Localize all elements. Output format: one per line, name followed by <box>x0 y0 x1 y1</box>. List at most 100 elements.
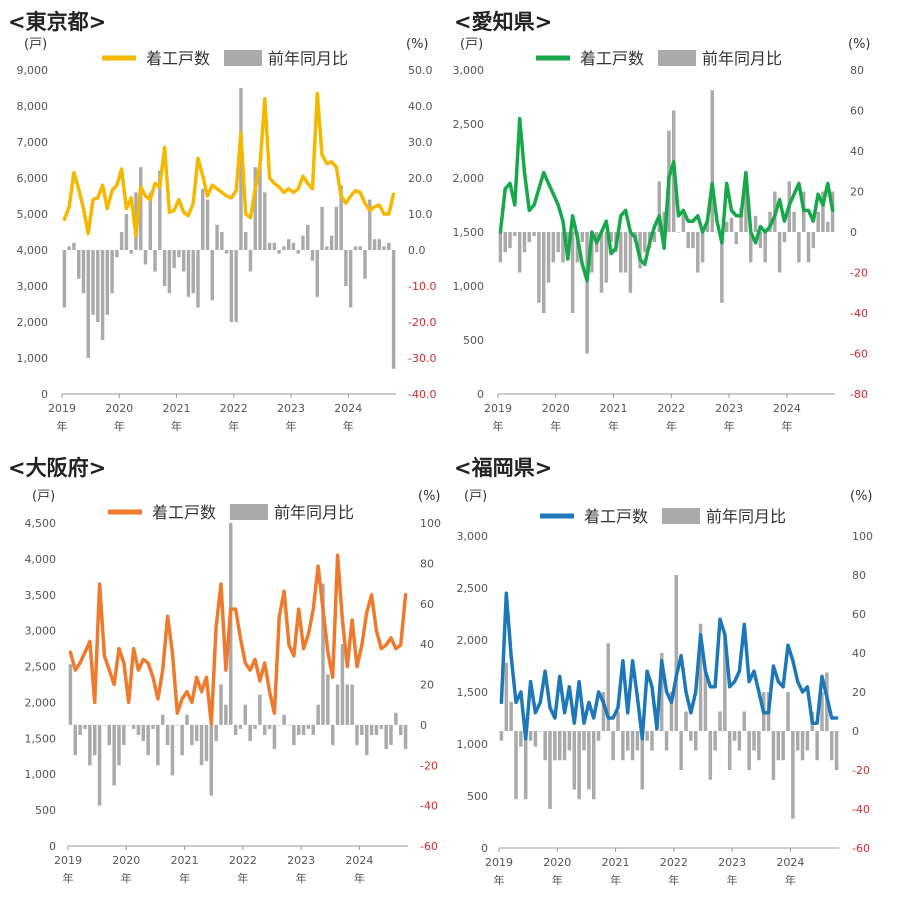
yoy-bar <box>601 692 606 731</box>
yoy-bar <box>326 674 330 725</box>
chart-panel-fukuoka: <福岡県> (戸) (%) 着工戸数 前年同月比 3,000 2,500 2,000 1,50… <box>450 450 900 900</box>
yoy-bar <box>253 724 257 729</box>
yoy-bar <box>292 724 296 746</box>
yoy-bar <box>91 250 95 315</box>
yoy-bar <box>243 232 248 250</box>
yoy-bar <box>248 724 252 742</box>
yoy-bar <box>316 704 320 725</box>
right-axis-unit: (%) <box>418 489 441 504</box>
yoy-bar <box>811 232 816 249</box>
x-tick-label: 2019 <box>54 854 82 867</box>
yoy-bar <box>172 250 176 268</box>
x-tick-suffix: 年 <box>668 873 679 887</box>
left-tick-label: 0 <box>49 840 56 853</box>
chart-title: <東京都> <box>8 10 107 34</box>
x-tick-label: 2022 <box>660 856 688 869</box>
right-tick-label: -20 <box>420 759 438 772</box>
right-axis-unit: (%) <box>406 37 429 52</box>
left-tick-label: 1,500 <box>457 686 489 699</box>
yoy-bar <box>186 250 191 297</box>
yoy-bar <box>301 724 306 735</box>
left-tick-label: 3,500 <box>25 589 57 602</box>
yoy-bar <box>262 724 267 735</box>
legend-label-line: 着工戸数 <box>152 503 216 522</box>
yoy-bar <box>580 232 584 243</box>
yoy-bar <box>170 724 175 776</box>
yoy-bar <box>548 731 552 809</box>
yoy-bar <box>88 724 92 766</box>
left-tick-label: 1,500 <box>25 732 57 745</box>
left-tick-label: 6,000 <box>17 172 49 185</box>
yoy-bar <box>76 250 81 279</box>
yoy-bar <box>139 167 143 250</box>
yoy-bar <box>734 232 739 245</box>
yoy-bar <box>334 206 339 250</box>
right-tick-label: -20 <box>850 267 868 280</box>
yoy-bar <box>282 714 286 725</box>
yoy-bar <box>282 246 286 250</box>
x-tick-suffix: 年 <box>121 871 132 885</box>
left-tick-label: 1,000 <box>453 280 485 293</box>
yoy-bar <box>645 731 649 741</box>
yoy-bar <box>664 731 669 751</box>
yoy-bar <box>277 724 282 726</box>
yoy-bar <box>528 731 533 741</box>
yoy-bar <box>167 250 172 294</box>
yoy-bar <box>829 731 834 761</box>
x-tick-label: 2024 <box>345 854 373 867</box>
yoy-bar <box>567 731 572 751</box>
yoy-bar <box>320 206 324 250</box>
yoy-bar <box>177 250 181 258</box>
x-tick-suffix: 年 <box>57 419 68 433</box>
yoy-bar <box>330 724 335 746</box>
yoy-bar <box>175 724 180 726</box>
yoy-bar <box>102 724 107 726</box>
x-tick-label: 2024 <box>773 402 801 415</box>
left-tick-label: 2,000 <box>17 316 49 329</box>
yoy-bar <box>105 250 110 315</box>
yoy-bar <box>570 232 575 313</box>
yoy-bar <box>394 712 398 725</box>
yoy-bar <box>662 211 666 232</box>
right-tick-label: 60 <box>850 105 864 118</box>
yoy-bar <box>674 575 679 731</box>
yoy-bar <box>110 250 114 294</box>
yoy-bar <box>210 250 215 301</box>
yoy-bar <box>100 250 105 340</box>
legend-bar-swatch <box>658 50 696 66</box>
yoy-bar <box>742 711 747 731</box>
yoy-bar <box>737 731 742 751</box>
chart-svg-aichi: (戸) (%) 着工戸数 前年同月比 3,000 2,500 2,000 1,500 1,000… <box>453 37 871 433</box>
yoy-bar <box>62 250 67 308</box>
yoy-bar <box>689 731 693 741</box>
yoy-bar <box>92 724 97 756</box>
yoy-bar <box>543 731 547 761</box>
yoy-bar <box>715 232 719 233</box>
legend-bar-swatch <box>224 50 262 66</box>
yoy-bar <box>609 232 613 243</box>
yoy-bar <box>696 232 700 273</box>
yoy-bar <box>239 88 243 250</box>
yoy-bar <box>577 731 581 800</box>
yoy-bar <box>72 242 76 250</box>
right-axis-unit: (%) <box>848 37 871 52</box>
yoy-bar <box>119 232 124 250</box>
yoy-bar <box>679 731 683 770</box>
left-tick-label: 1,000 <box>457 738 489 751</box>
yoy-bar <box>542 232 546 313</box>
left-axis-unit: (戸) <box>32 489 55 504</box>
yoy-bar <box>638 232 642 269</box>
yoy-bar <box>604 232 609 283</box>
yoy-bar <box>676 232 681 233</box>
yoy-bar <box>724 221 729 232</box>
left-tick-label: 500 <box>467 790 488 803</box>
yoy-bar <box>553 731 557 761</box>
yoy-bar <box>498 232 503 263</box>
x-tick-suffix: 年 <box>785 873 796 887</box>
x-tick-label: 2023 <box>277 402 305 415</box>
left-tick-label: 4,500 <box>25 517 57 530</box>
legend-label-bar: 前年同月比 <box>702 49 782 68</box>
yoy-bar <box>700 232 705 263</box>
yoy-bar <box>83 724 87 729</box>
yoy-bar <box>143 250 148 265</box>
